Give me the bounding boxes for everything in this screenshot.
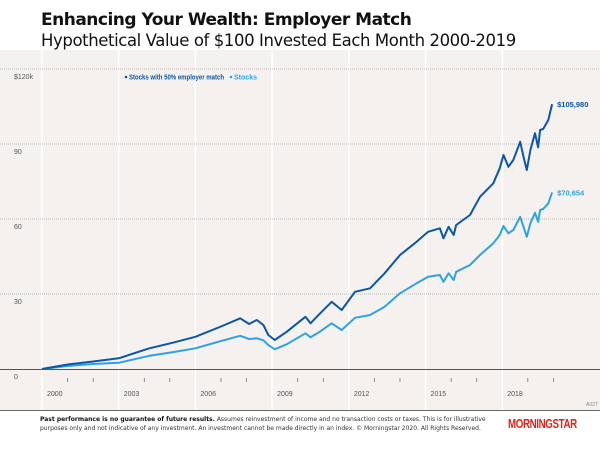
legend-item: Stocks	[234, 75, 257, 82]
x-tick-label: 2018	[507, 391, 523, 398]
y-tick-label: 60	[14, 224, 22, 231]
series-end-label: $105,980	[557, 100, 588, 109]
disclaimer: Past performance is no guarantee of futu…	[40, 415, 500, 433]
legend-item: Stocks with 50% employer match	[129, 75, 224, 82]
legend-marker	[124, 75, 128, 79]
legend: Stocks with 50% employer match Stocks	[124, 75, 257, 82]
y-tick-label: 30	[14, 299, 22, 306]
x-tick-label: 2009	[277, 391, 293, 398]
chart-subtitle: Hypothetical Value of $100 Invested Each…	[41, 31, 516, 50]
series-line-stocks	[41, 192, 554, 370]
chart-code-annotation: A027	[586, 402, 598, 408]
morningstar-logo: MORNINGSTAR	[508, 416, 577, 431]
y-tick-label: 0	[14, 374, 18, 381]
plot-background	[0, 50, 600, 411]
x-tick-label: 2003	[124, 391, 140, 398]
y-tick-label: 90	[14, 149, 22, 156]
series-end-label: $70,654	[557, 188, 585, 197]
disclaimer-text: Assumes reinvestment of income and no tr…	[40, 416, 486, 432]
x-tick-label: 2015	[431, 391, 447, 398]
disclaimer-bold: Past performance is no guarantee of futu…	[40, 416, 215, 423]
legend-marker	[229, 75, 233, 79]
series-line-employer-match	[41, 103, 554, 370]
line-chart: 0 30 60 90 $120k 2000 2003 2006 2009 2012 2015 201…	[0, 50, 600, 411]
x-tick-label: 2006	[200, 391, 216, 398]
x-tick-label: 2012	[354, 391, 370, 398]
x-tick-label: 2000	[47, 391, 63, 398]
chart-title: Enhancing Your Wealth: Employer Match	[41, 10, 412, 30]
y-tick-label: $120k	[14, 74, 34, 81]
